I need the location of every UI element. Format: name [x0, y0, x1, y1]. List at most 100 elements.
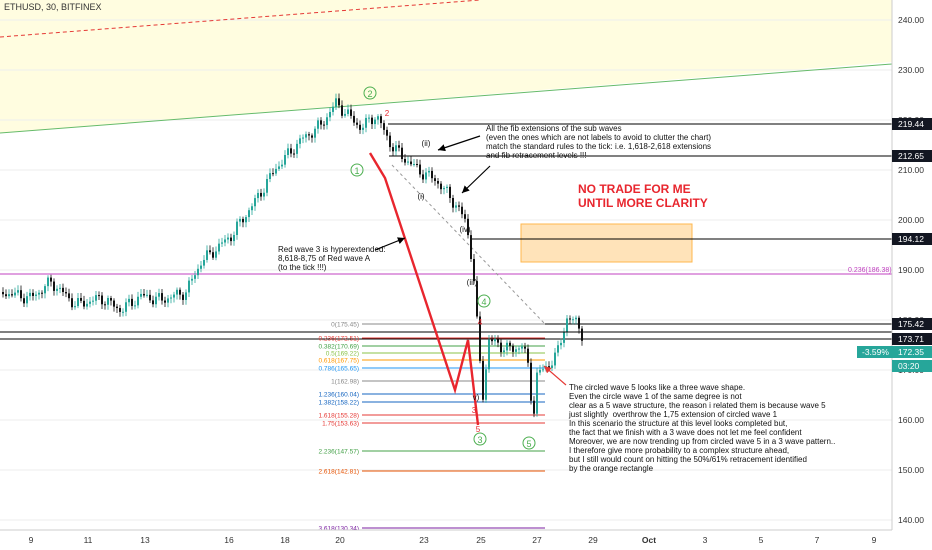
wave-label: 2 — [385, 109, 390, 118]
candle-body — [164, 300, 166, 303]
wave-label: (ii) — [422, 139, 431, 148]
x-tick-label: Oct — [642, 535, 656, 545]
candle-body — [569, 318, 571, 320]
candle-body — [575, 317, 577, 320]
candle-body — [488, 339, 490, 370]
fib-note-arrow — [461, 165, 491, 194]
candle-body — [416, 164, 418, 166]
candle-body — [290, 148, 292, 154]
x-tick-label: 20 — [335, 535, 345, 545]
candle-body — [92, 300, 94, 302]
fib-label: 0.618(167.75) — [319, 358, 359, 365]
wave-label: (iii) — [467, 278, 478, 287]
candle-body — [287, 148, 289, 155]
candle-body — [410, 161, 412, 165]
candle-body — [503, 350, 505, 353]
candle-body — [11, 294, 13, 296]
candle-body — [356, 122, 358, 125]
wave-label: 4 — [481, 297, 486, 307]
x-tick-label: 11 — [84, 535, 93, 545]
candle-body — [194, 275, 196, 279]
candle-body — [140, 293, 142, 297]
candle-body — [62, 287, 64, 293]
candle-body — [509, 342, 511, 346]
candle-body — [437, 180, 439, 184]
candle-body — [257, 192, 259, 199]
candle-body — [29, 292, 31, 297]
candle-body — [116, 306, 118, 309]
candle-body — [434, 178, 436, 181]
candle-body — [449, 186, 451, 199]
price-tag-label: 194.12 — [898, 234, 924, 244]
x-tick-label: 23 — [419, 535, 429, 545]
candle-body — [281, 164, 283, 167]
candle-body — [386, 129, 388, 136]
candle-body — [323, 124, 325, 126]
candle-body — [71, 298, 73, 308]
candle-body — [368, 117, 370, 119]
x-tick-label: 5 — [759, 535, 764, 545]
candle-body — [308, 134, 310, 136]
candle-body — [146, 294, 148, 296]
wave-label: 5 — [526, 439, 531, 449]
candle-body — [515, 349, 517, 352]
candle-body — [284, 154, 286, 165]
candle-body — [110, 297, 112, 301]
candle-body — [482, 360, 484, 400]
candle-body — [35, 294, 37, 296]
candle-body — [158, 293, 160, 297]
y-tick-label: 230.00 — [898, 65, 924, 75]
candle-body — [260, 192, 262, 197]
candle-body — [338, 98, 340, 106]
price-tag: 194.12 — [892, 233, 932, 245]
candle-body — [239, 218, 241, 222]
fib-label: 0.786(165.65) — [319, 366, 359, 373]
retracement-target-box — [520, 223, 693, 263]
candle-body — [341, 105, 343, 116]
candle-body — [86, 303, 88, 307]
x-tick-label: 27 — [532, 535, 542, 545]
wave-label: 4 — [478, 318, 483, 327]
price-tag-label: 172.35 — [898, 347, 924, 357]
analysis-arrow — [543, 365, 567, 386]
candle-body — [359, 124, 361, 130]
candle-body — [383, 123, 385, 130]
candle-body — [377, 116, 379, 120]
candle-body — [173, 294, 175, 298]
candle-body — [572, 319, 574, 321]
candle-body — [446, 186, 448, 188]
price-tag: 03:20 — [892, 360, 932, 372]
candle-body — [548, 366, 550, 368]
candle-body — [371, 117, 373, 125]
wave3-arrow — [374, 237, 406, 251]
price-tag-label: 175.42 — [898, 319, 924, 329]
price-tag-bg — [892, 118, 932, 130]
candle-body — [185, 292, 187, 300]
y-tick-label: 210.00 — [898, 165, 924, 175]
candle-body — [404, 158, 406, 163]
wave-label-circle — [473, 432, 487, 446]
price-tag: 172.35 — [892, 346, 932, 358]
candle-body — [2, 292, 4, 295]
candle-body — [491, 339, 493, 342]
candle-body — [353, 115, 355, 123]
candle-body — [428, 170, 430, 173]
candle-body — [530, 362, 532, 401]
candle-body — [566, 318, 568, 332]
candle-body — [155, 296, 157, 305]
wave3-note: Red wave 3 is hyperextended: 8,618-8,75 … — [278, 245, 386, 272]
x-tick-label: 13 — [140, 535, 150, 545]
y-tick-label: 150.00 — [898, 465, 924, 475]
candle-body — [104, 304, 106, 306]
candle-body — [506, 342, 508, 351]
candle-body — [458, 205, 460, 207]
candle-body — [98, 295, 100, 297]
candle-body — [149, 294, 151, 301]
candle-body — [464, 214, 466, 219]
candle-body — [38, 292, 40, 295]
candle-body — [485, 369, 487, 400]
candle-body — [224, 239, 226, 243]
candle-body — [209, 250, 211, 253]
candle-body — [254, 198, 256, 207]
